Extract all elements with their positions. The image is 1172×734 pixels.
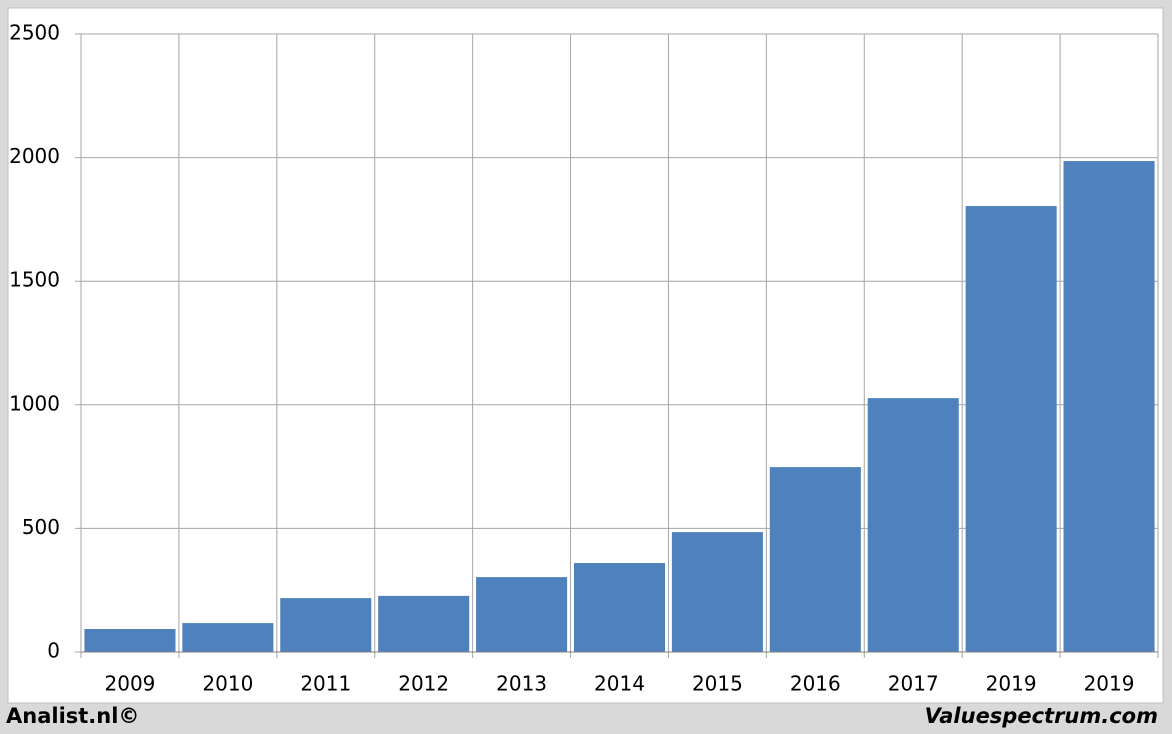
x-tick-label: 2015 bbox=[692, 672, 743, 696]
y-tick-label: 1500 bbox=[9, 268, 60, 292]
x-tick-label: 2012 bbox=[398, 672, 449, 696]
bar bbox=[378, 595, 470, 652]
x-tick-label: 2019 bbox=[1084, 672, 1135, 696]
x-tick-label: 2014 bbox=[594, 672, 645, 696]
bar bbox=[965, 206, 1057, 652]
x-tick-label: 2010 bbox=[202, 672, 253, 696]
footer-left: Analist.nl© bbox=[6, 704, 139, 728]
bar bbox=[769, 467, 861, 652]
y-tick-label: 2500 bbox=[9, 21, 60, 45]
y-tick-label: 0 bbox=[47, 639, 60, 663]
x-tick-label: 2013 bbox=[496, 672, 547, 696]
x-tick-label: 2019 bbox=[986, 672, 1037, 696]
bar bbox=[867, 398, 959, 652]
x-tick-label: 2009 bbox=[105, 672, 156, 696]
x-tick-label: 2016 bbox=[790, 672, 841, 696]
y-tick-label: 2000 bbox=[9, 144, 60, 168]
bar bbox=[84, 629, 176, 652]
y-tick-label: 500 bbox=[22, 515, 60, 539]
bar bbox=[671, 532, 763, 652]
bar bbox=[1063, 161, 1155, 653]
x-tick-label: 2011 bbox=[300, 672, 351, 696]
footer-right: Valuespectrum.com bbox=[925, 704, 1158, 728]
x-tick-label: 2017 bbox=[888, 672, 939, 696]
y-tick-label: 1000 bbox=[9, 391, 60, 415]
bar bbox=[182, 623, 274, 652]
bar bbox=[280, 598, 372, 652]
bar bbox=[573, 563, 666, 652]
bar bbox=[476, 577, 568, 652]
